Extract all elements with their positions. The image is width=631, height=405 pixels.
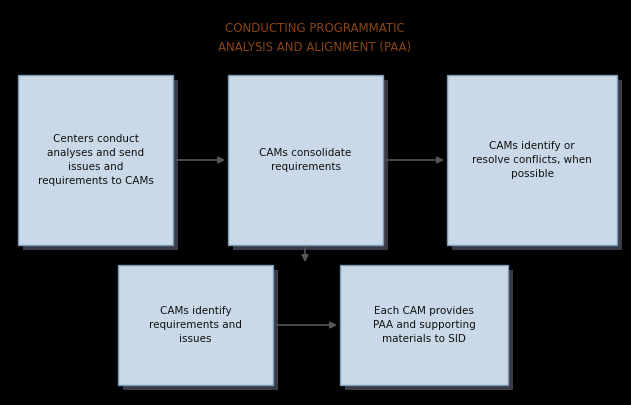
Text: CAMs consolidate
requirements: CAMs consolidate requirements xyxy=(259,148,351,172)
Bar xyxy=(452,80,622,250)
Bar xyxy=(345,270,513,390)
Text: CAMs identify
requirements and
issues: CAMs identify requirements and issues xyxy=(149,306,242,344)
Bar xyxy=(233,80,388,250)
Bar xyxy=(118,265,273,385)
Bar xyxy=(228,75,383,245)
Text: Each CAM provides
PAA and supporting
materials to SID: Each CAM provides PAA and supporting mat… xyxy=(373,306,475,344)
Bar xyxy=(123,270,278,390)
Bar xyxy=(23,80,178,250)
Bar xyxy=(18,75,173,245)
Bar xyxy=(447,75,617,245)
Bar xyxy=(340,265,508,385)
Text: CONDUCTING PROGRAMMATIC
ANALYSIS AND ALIGNMENT (PAA): CONDUCTING PROGRAMMATIC ANALYSIS AND ALI… xyxy=(218,23,411,53)
Text: CAMs identify or
resolve conflicts, when
possible: CAMs identify or resolve conflicts, when… xyxy=(472,141,592,179)
Text: Centers conduct
analyses and send
issues and
requirements to CAMs: Centers conduct analyses and send issues… xyxy=(38,134,153,186)
